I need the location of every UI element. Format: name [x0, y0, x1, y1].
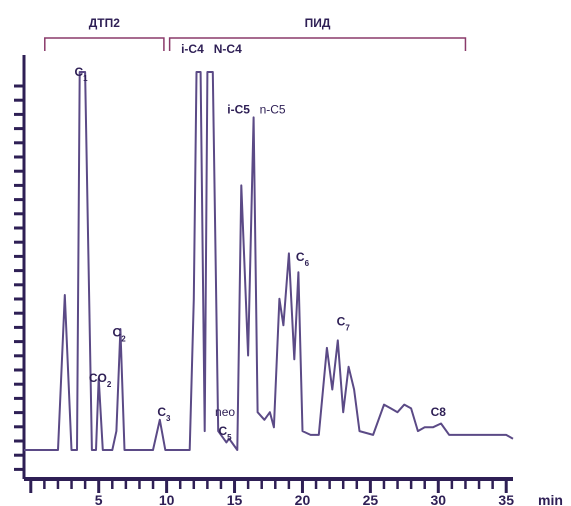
chromatogram-trace [24, 71, 514, 451]
x-tick-label: 30 [431, 492, 447, 506]
x-tick-label: 15 [227, 492, 243, 506]
x-axis-unit: min [538, 492, 563, 506]
peak-label: C1 [74, 65, 88, 83]
peak-label: i-C5 [227, 103, 250, 117]
range-bracket [168, 37, 467, 51]
peak-label: CO2 [89, 371, 112, 389]
range-bracket [44, 37, 165, 51]
x-tick-label: 5 [95, 492, 103, 506]
peak-label: C5 [218, 424, 232, 442]
x-axis [22, 55, 513, 481]
peak-label: N-C4 [214, 42, 242, 56]
peak-label: C8 [431, 405, 447, 419]
x-tick-label: 35 [498, 492, 514, 506]
x-tick-label: 20 [295, 492, 311, 506]
range-label: ПИД [305, 16, 331, 30]
detector-range-brackets: ДТП2 ПИД [44, 16, 467, 51]
chromatogram-series [24, 71, 514, 451]
peak-label: n-C5 [260, 103, 286, 117]
peak-label: i-C4 [181, 42, 204, 56]
x-axis-ticks: 5 10 15 20 25 30 35 [29, 479, 514, 506]
x-tick-label: 25 [363, 492, 379, 506]
peak-label: C6 [296, 250, 310, 268]
range-label: ДТП2 [89, 16, 121, 30]
peak-label: neo [215, 405, 235, 419]
x-tick-label: 10 [159, 492, 175, 506]
y-axis-ticks [14, 84, 24, 471]
peak-label: C7 [337, 314, 351, 332]
